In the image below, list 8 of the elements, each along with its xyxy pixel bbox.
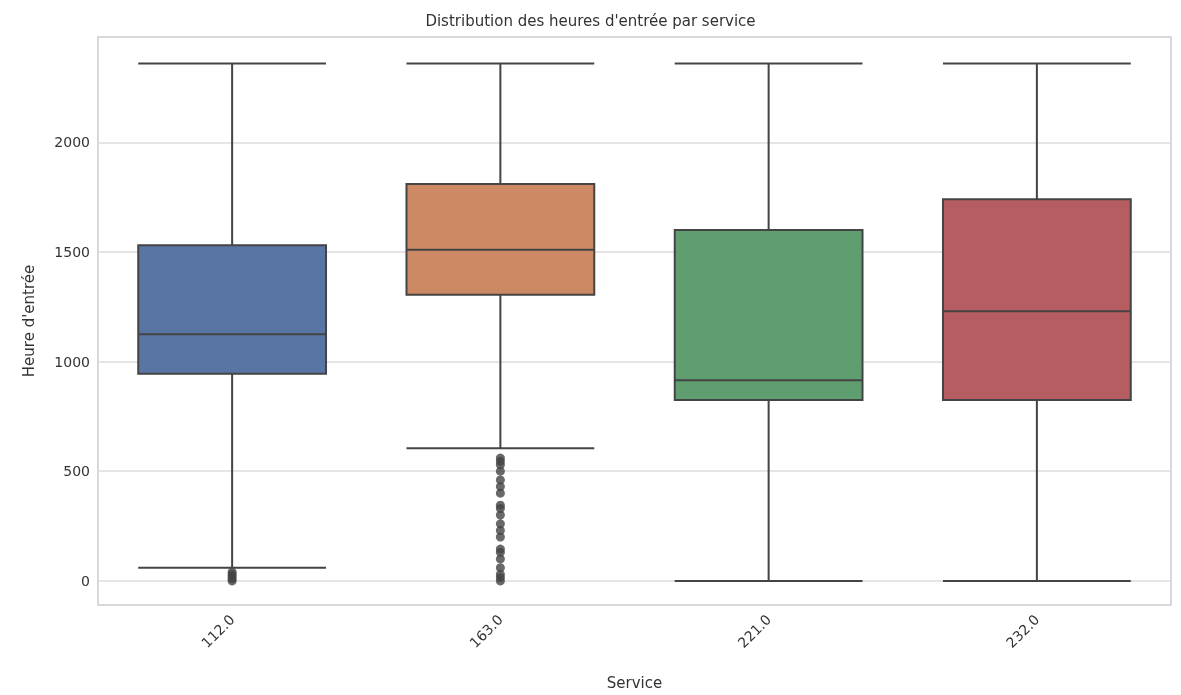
- y-tick-label: 1000: [54, 353, 90, 370]
- y-axis-title: Heure d'entrée: [19, 264, 38, 378]
- y-tick-label: 500: [63, 463, 90, 480]
- x-axis-title: Service: [606, 673, 663, 692]
- y-tick-label: 0: [81, 572, 90, 589]
- y-tick-label: 1500: [54, 243, 90, 260]
- chart-title: Distribution des heures d'entrée par service: [425, 11, 756, 30]
- y-tick-label: 2000: [54, 134, 90, 151]
